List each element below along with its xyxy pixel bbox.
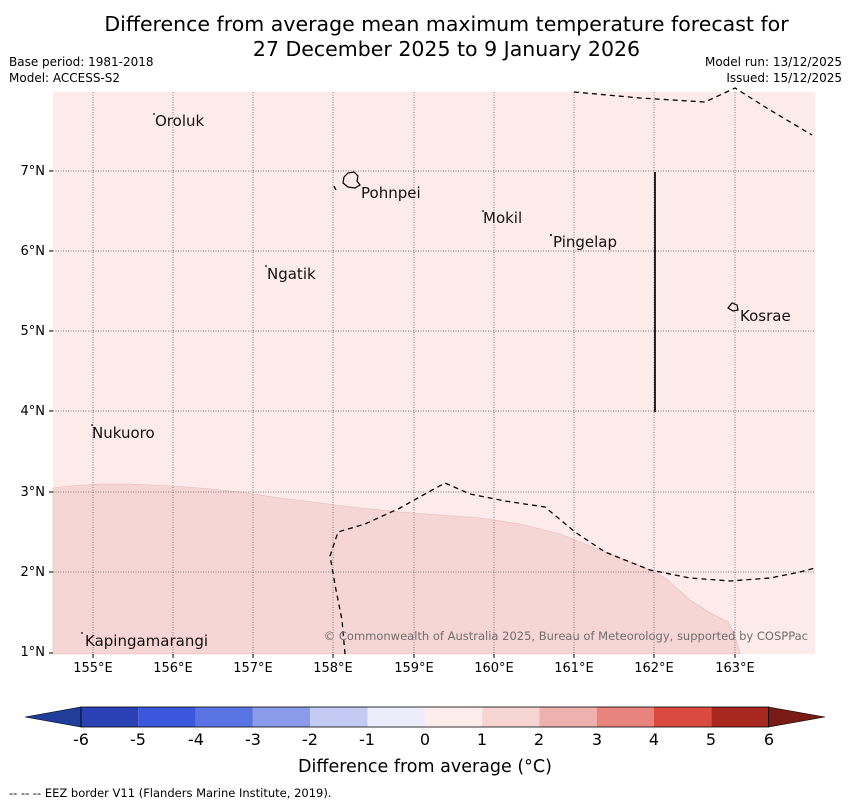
lon-label-155e: 155°E [73, 661, 113, 676]
lat-label-2n: 2°N [20, 565, 46, 580]
eez-border-north [573, 87, 813, 136]
lon-label-157e: 157°E [233, 661, 273, 676]
title-line-1: Difference from average mean maximum tem… [104, 12, 789, 36]
colorbar-tick: -5 [130, 730, 146, 749]
eez-border-south [329, 482, 816, 655]
model-run: Model run: 13/12/2025 [704, 55, 842, 69]
base-period: Base period: 1981-2018 [9, 55, 154, 69]
eez-borders [329, 87, 816, 655]
title-line-2: 27 December 2025 to 9 January 2026 [252, 37, 641, 61]
lon-label-160e: 160°E [474, 661, 514, 676]
graticule [53, 92, 815, 654]
lon-label-158e: 158°E [313, 661, 353, 676]
colorbar-tick: 5 [705, 730, 717, 749]
colorbar-tick: -1 [359, 730, 375, 749]
place-nukuoro: Nukuoro [92, 424, 155, 442]
place-kosrae: Kosrae [740, 307, 791, 325]
colorbar-bin [252, 707, 311, 727]
colorbar-tick: 6 [763, 730, 775, 749]
colorbar-bin [367, 707, 425, 727]
lat-label-6n: 6°N [20, 244, 46, 259]
lat-label-7n: 7°N [20, 164, 46, 179]
place-pohnpei: Pohnpei [361, 184, 421, 202]
colorbar-tick: 4 [648, 730, 660, 749]
colorbar-bin [138, 707, 196, 727]
colorbar-tick: 1 [476, 730, 488, 749]
meta-left: Base period: 1981-2018 Model: ACCESS-S2 [9, 54, 154, 86]
colorbar-bin [596, 707, 654, 727]
lon-label-162e: 162°E [634, 661, 674, 676]
colorbar-extend-high [768, 706, 826, 728]
colorbar-bin [711, 707, 769, 727]
place-kapingamarangi: Kapingamarangi [85, 632, 208, 650]
lat-label-4n: 4°N [20, 404, 46, 419]
copyright-credit: © Commonwealth of Australia 2025, Bureau… [324, 629, 808, 643]
lat-label-5n: 5°N [20, 324, 46, 339]
eez-legend-note: -- -- -- EEZ border V11 (Flanders Marine… [9, 786, 332, 800]
lon-label-161e: 161°E [554, 661, 594, 676]
place-pingelap: Pingelap [553, 233, 617, 251]
pohnpei-island [342, 171, 361, 189]
lon-label-163e: 163°E [715, 661, 755, 676]
colorbar-tick: -2 [302, 730, 318, 749]
place-oroluk: Oroluk [155, 112, 204, 130]
colorbar-tick: 2 [533, 730, 545, 749]
map-title: Difference from average mean maximum tem… [0, 12, 850, 62]
colorbar-tick: 3 [591, 730, 603, 749]
lon-label-159e: 159°E [394, 661, 434, 676]
warm-anomaly-region [52, 483, 741, 655]
atoll-markers [81, 113, 552, 634]
model-name: Model: ACCESS-S2 [9, 71, 121, 85]
lat-label-1n: 1°N [20, 645, 46, 660]
eez-border-fragment [333, 185, 337, 191]
meta-right: Model run: 13/12/2025 Issued: 15/12/2025 [705, 54, 842, 86]
colorbar-bin [482, 707, 540, 727]
lon-label-156e: 156°E [153, 661, 193, 676]
colorbar-bin [424, 707, 483, 727]
colorbar-title: Difference from average (°C) [298, 757, 552, 777]
colorbar-bin [81, 707, 139, 727]
issued-date: Issued: 15/12/2025 [726, 71, 842, 85]
axis-ticks [49, 170, 736, 658]
kosrae-island [727, 302, 739, 312]
place-ngatik: Ngatik [267, 265, 316, 283]
colorbar-tick: -3 [245, 730, 261, 749]
colorbar-bin [654, 707, 712, 727]
place-mokil: Mokil [483, 209, 522, 227]
lat-label-3n: 3°N [20, 485, 46, 500]
colorbar-tick: -4 [188, 730, 204, 749]
colorbar-bin [539, 707, 597, 727]
colorbar-tick: -6 [73, 730, 89, 749]
colorbar-bin [310, 707, 368, 727]
colorbar-tick: 0 [419, 730, 431, 749]
colorbar [24, 706, 826, 728]
colorbar-extend-low [24, 706, 82, 728]
colorbar-bin [195, 707, 253, 727]
